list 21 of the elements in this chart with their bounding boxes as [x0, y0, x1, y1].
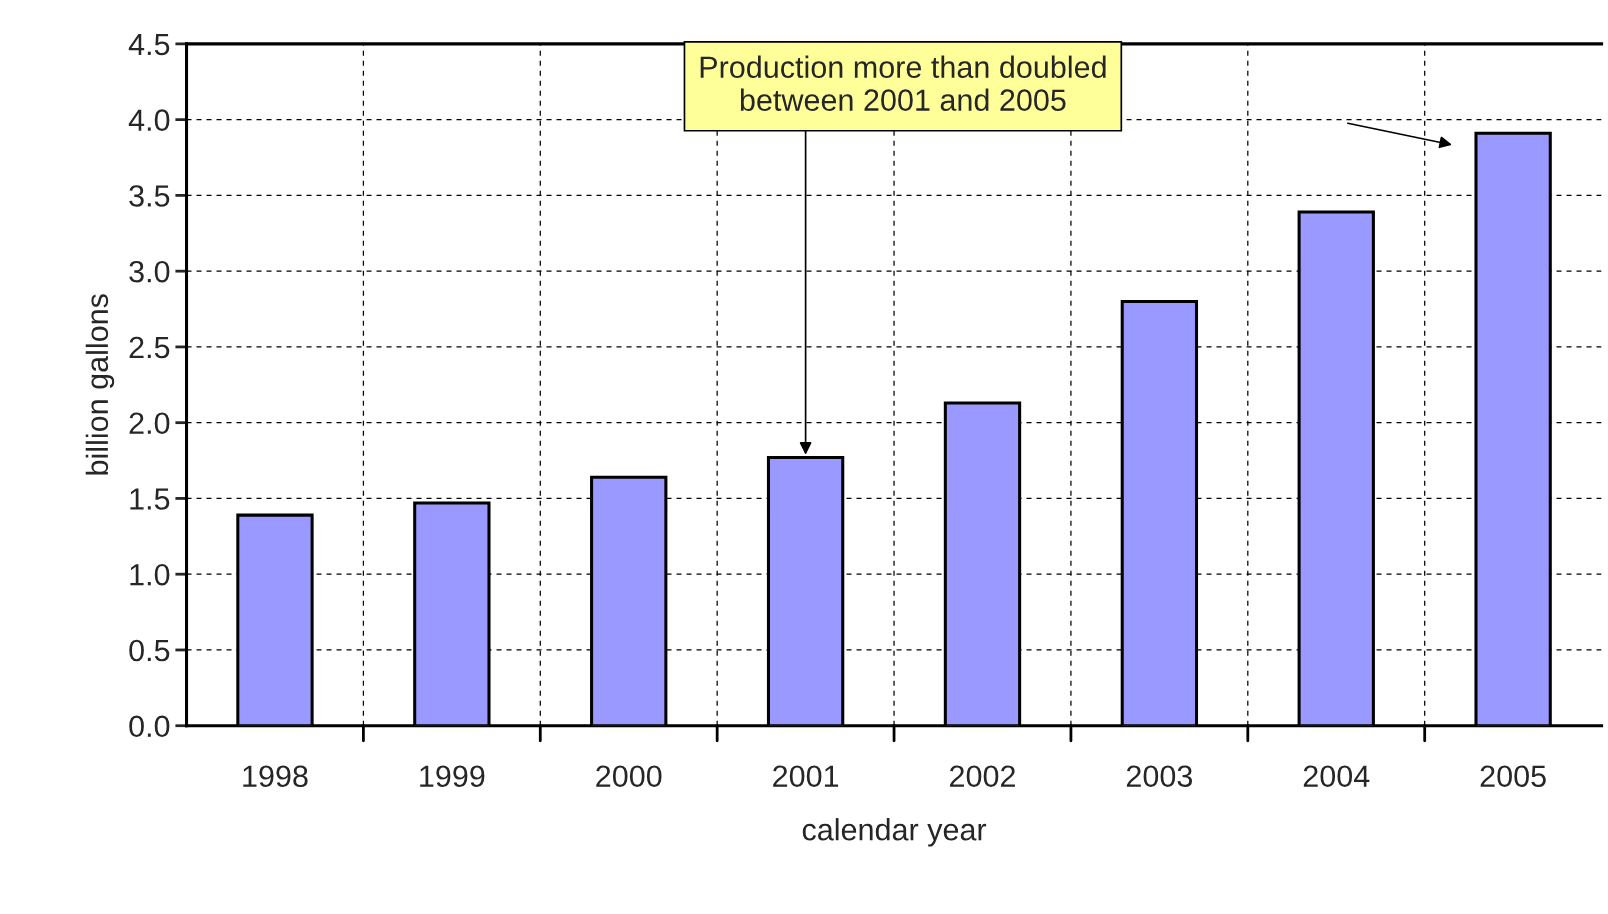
y-tick-label: 0.5 [129, 639, 170, 662]
annotation: Production more than doubled between 2001 and 2005 [700, 55, 1106, 111]
y-tick-label: 4.5 [128, 33, 170, 56]
y-tick-label: 1.0 [130, 563, 170, 586]
x-tick-label: 2002 [950, 765, 1015, 788]
y-tick-label: 4.0 [128, 109, 170, 131]
y-tick-label: 3.5 [129, 185, 170, 207]
x-tick-label: 2001 [773, 765, 839, 788]
x-axis-title: calendar year [802, 818, 987, 847]
y-tick-label: 3.0 [129, 260, 170, 283]
x-tick-label: 2005 [1480, 765, 1546, 788]
x-tick-label: 2003 [1126, 765, 1193, 788]
y-tick-label: 0.0 [129, 715, 170, 738]
y-axis-title: billion gallons [85, 294, 115, 475]
y-tick-label: 2.0 [129, 412, 170, 435]
x-tick-label: 2004 [1303, 765, 1370, 788]
x-tick-label: 2000 [596, 765, 662, 788]
x-tick-label: 1998 [243, 765, 308, 788]
y-tick-label: 2.5 [129, 336, 170, 359]
x-tick-label: 1999 [420, 765, 485, 788]
y-tick-label: 1.5 [130, 488, 170, 510]
